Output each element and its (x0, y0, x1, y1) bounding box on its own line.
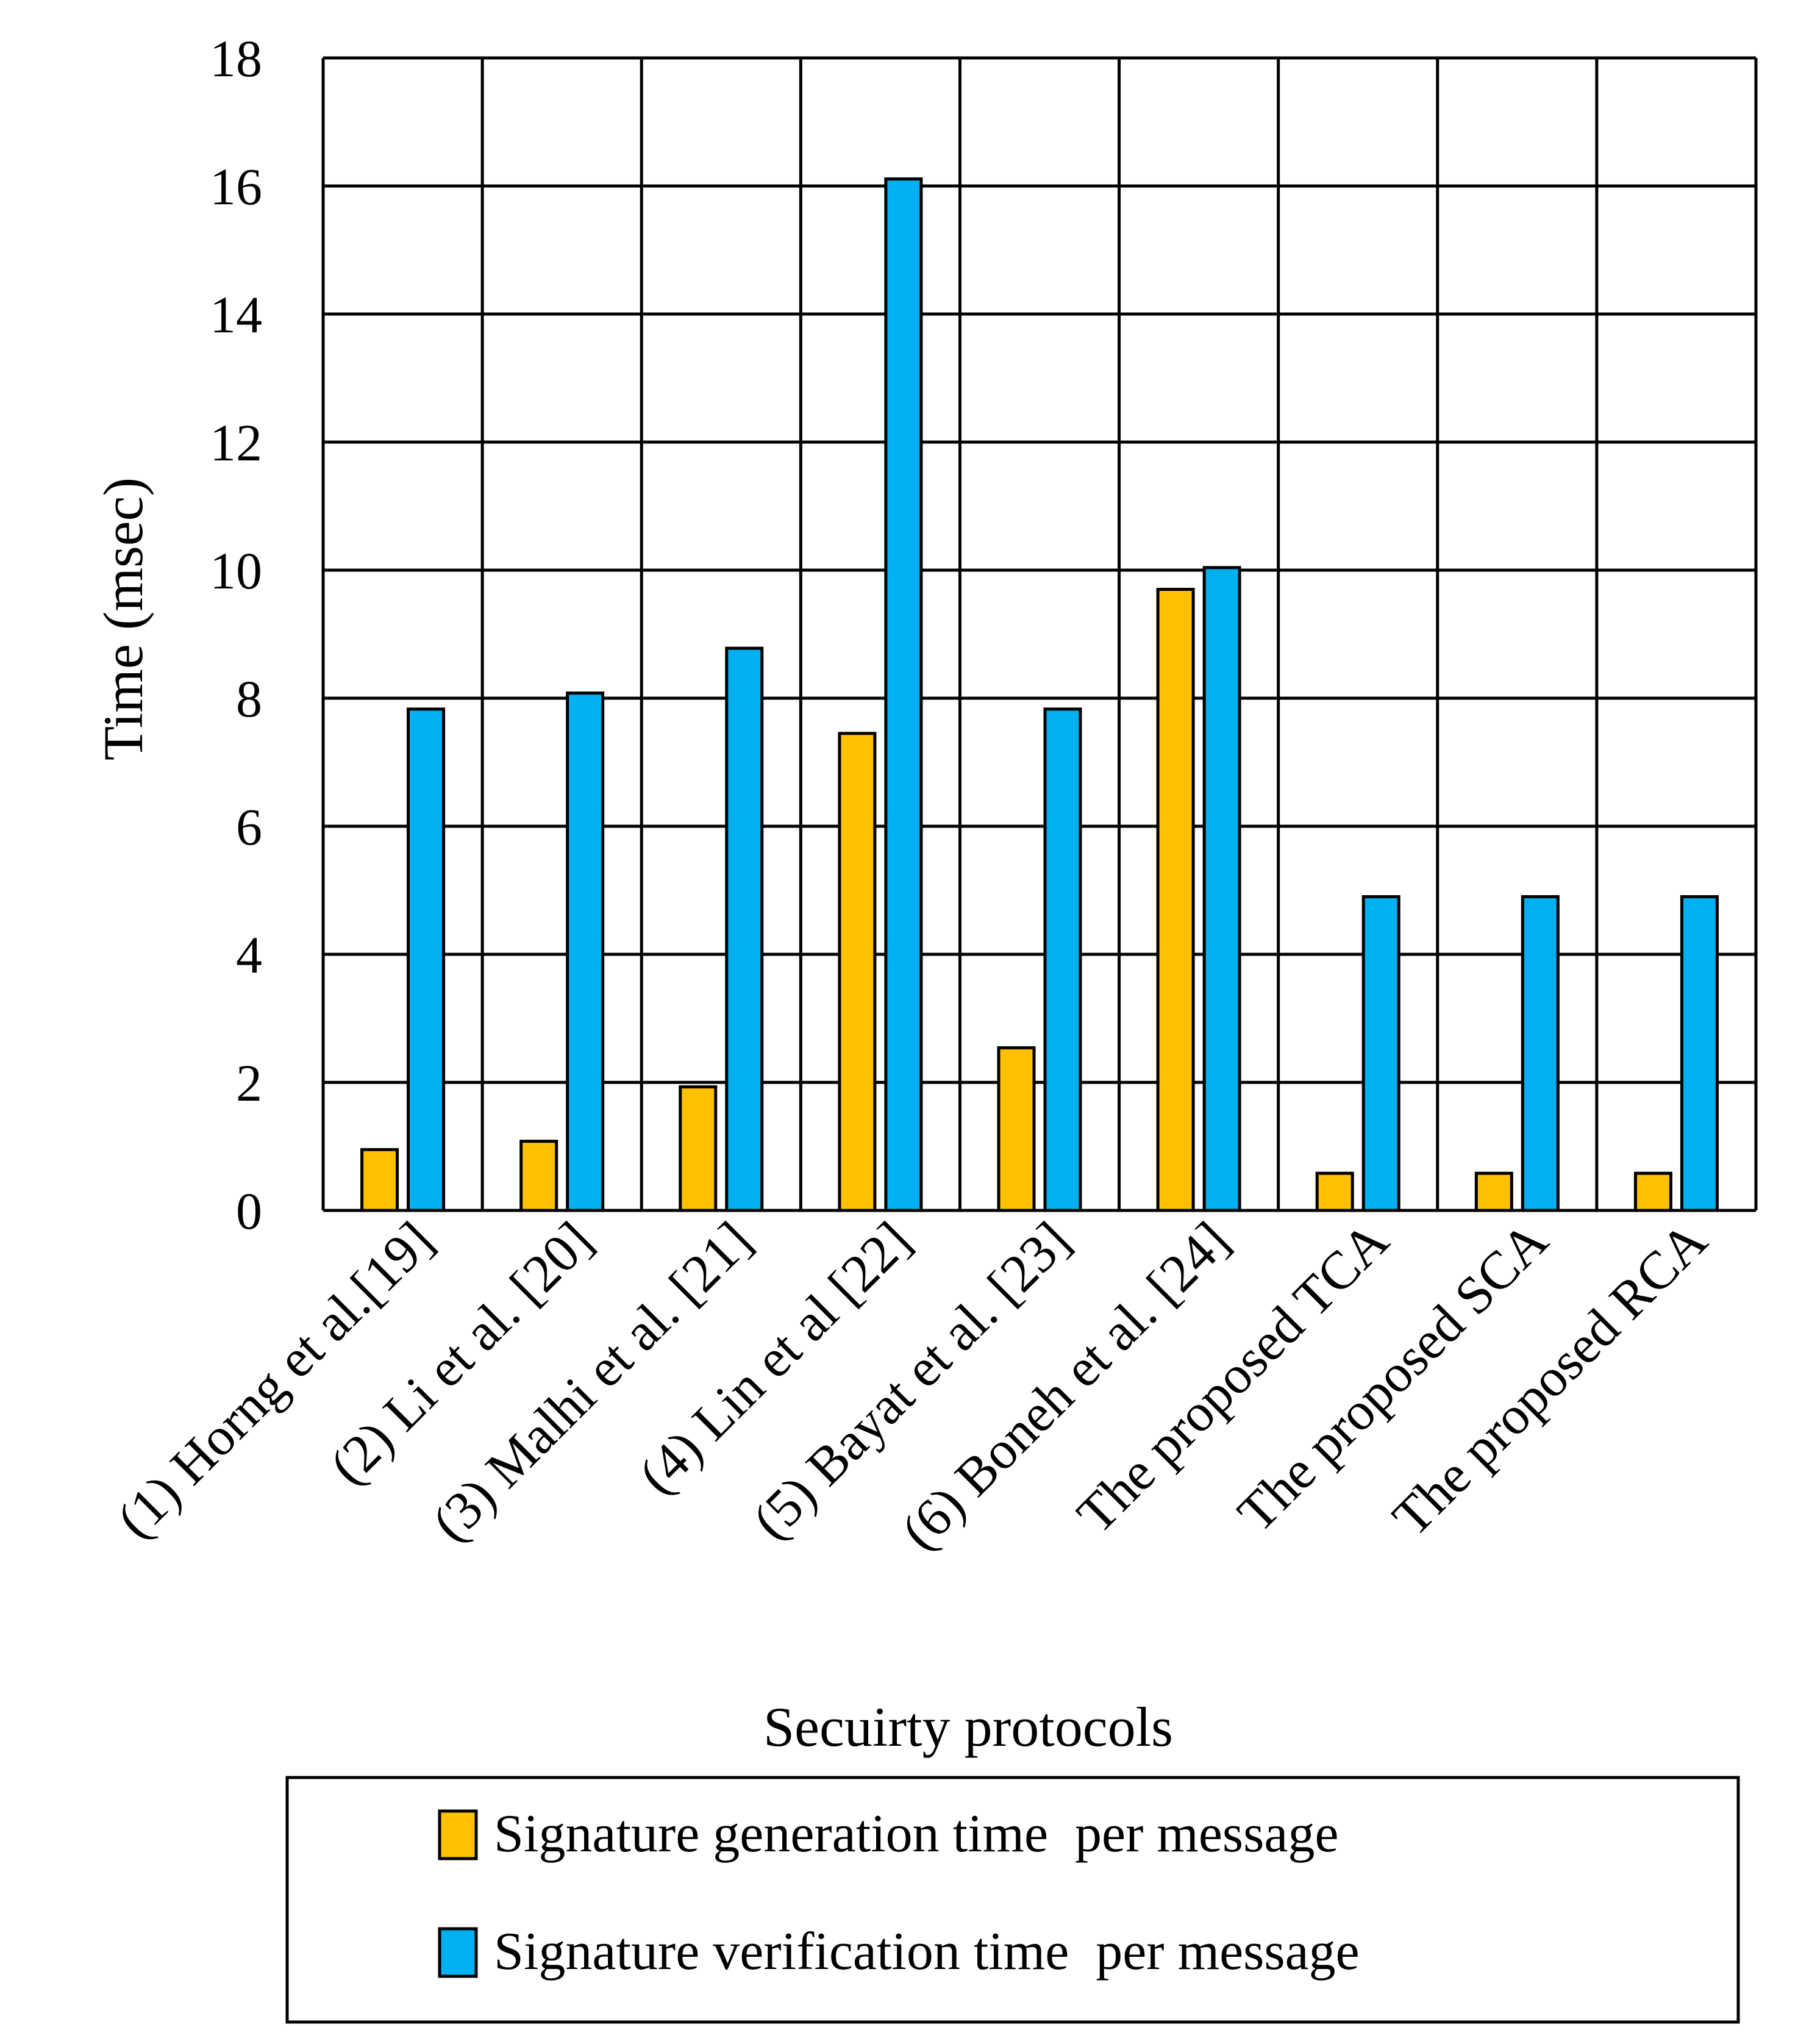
legend-swatch-verification (438, 1927, 478, 1978)
legend: Signature generation time per message Si… (285, 1776, 1740, 2024)
y-tick-label: 0 (236, 1182, 262, 1240)
bar-generation (838, 732, 877, 1212)
bar-verification (1361, 895, 1400, 1212)
bar-generation (360, 1148, 399, 1212)
bar-generation (679, 1085, 718, 1212)
y-tick-label: 10 (210, 541, 262, 600)
bar-verification (566, 691, 605, 1212)
y-tick-label: 16 (210, 157, 262, 216)
x-category-label: (4) Lin et al [22] (628, 1211, 922, 1506)
y-tick-label: 14 (210, 285, 262, 344)
plot-grid (321, 56, 1758, 1212)
y-axis-title: Time (msec) (92, 477, 154, 760)
x-category-label: The proposed SCA (1227, 1211, 1560, 1544)
bar-generation (519, 1140, 558, 1212)
bar-verification (725, 646, 764, 1212)
bar-verification (407, 707, 446, 1212)
bar-generation (1315, 1171, 1354, 1212)
y-tick-label: 4 (236, 926, 262, 984)
bar-verification (884, 177, 923, 1212)
y-tick-label: 18 (210, 29, 262, 88)
bar-verification (1043, 707, 1082, 1212)
legend-label-generation: Signature generation time per message (494, 1804, 1339, 1864)
bar-verification (1202, 566, 1241, 1212)
bar-verification (1521, 895, 1560, 1212)
bar-verification (1680, 895, 1719, 1212)
x-axis-title: Secuirty protocols (763, 1696, 1173, 1758)
y-tick-label: 6 (236, 798, 262, 856)
bars-group (360, 177, 1719, 1212)
legend-box (285, 1776, 1740, 2024)
legend-swatch-generation (438, 1809, 478, 1860)
y-axis-ticks: 0 2 4 6 8 10 12 14 16 18 (210, 29, 262, 1240)
y-tick-label: 2 (236, 1054, 262, 1112)
legend-label-verification: Signature verification time per message (494, 1922, 1360, 1981)
bar-generation (1474, 1171, 1513, 1212)
bar-generation (997, 1046, 1036, 1212)
bar-generation (1156, 588, 1195, 1212)
bar-generation (1633, 1171, 1672, 1212)
x-axis-categories: (1) Horng et al.[19](2) Li et al. [20](3… (106, 1211, 1719, 1562)
y-tick-label: 12 (210, 413, 262, 472)
y-tick-label: 8 (236, 670, 262, 728)
